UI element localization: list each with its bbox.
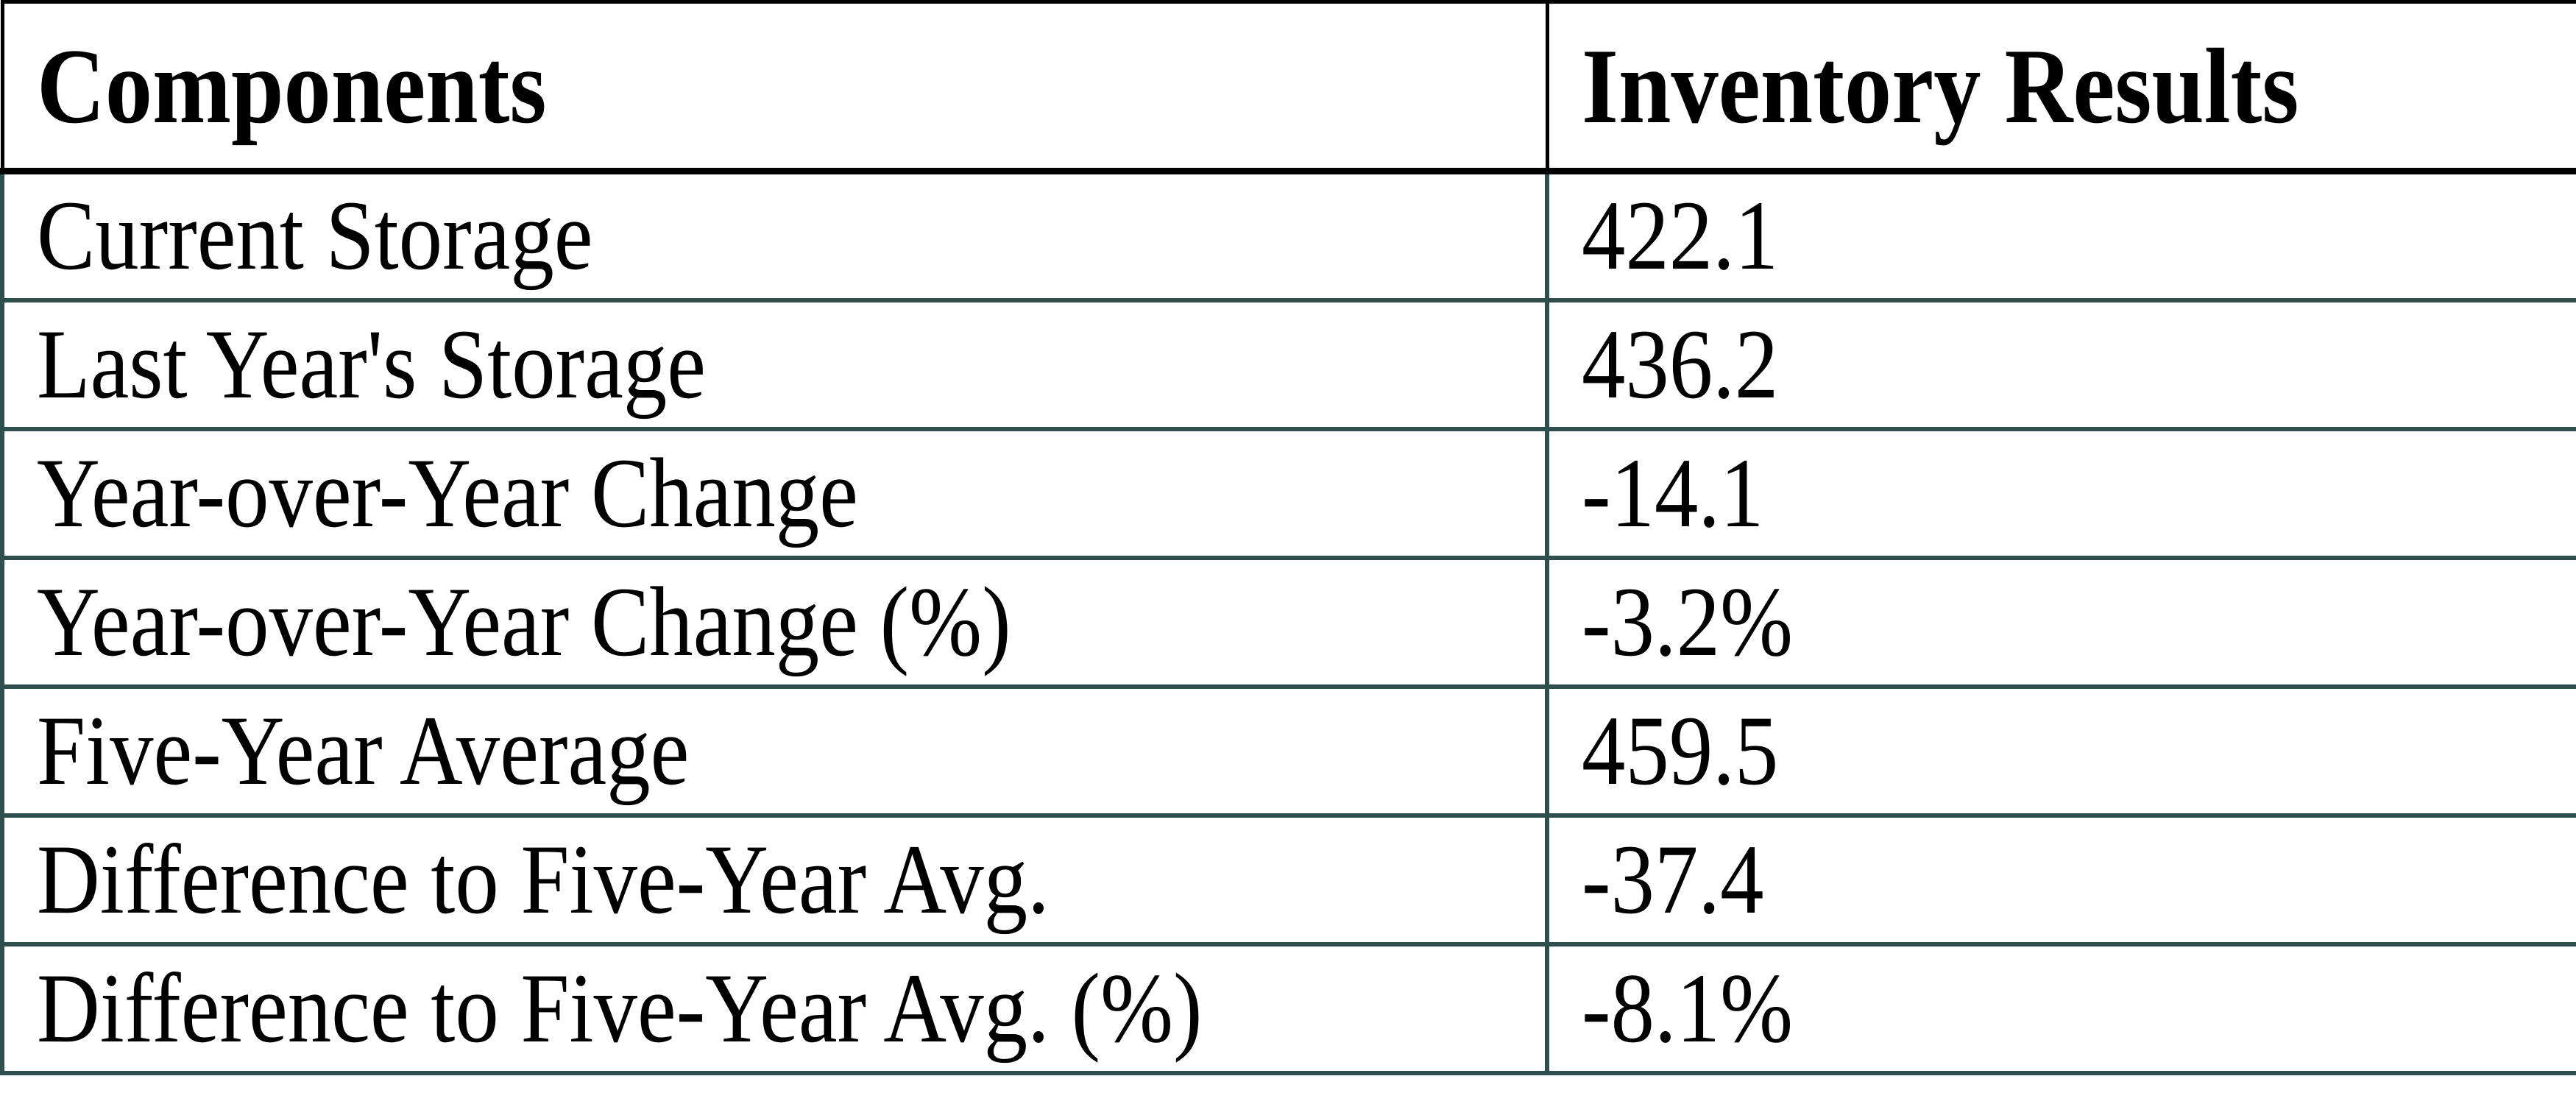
value-cell: 422.1 <box>1545 169 2576 302</box>
component-label: Difference to Five-Year Avg. <box>37 824 1050 935</box>
value-text: -14.1 <box>1582 438 1764 548</box>
component-label: Year-over-Year Change <box>37 438 858 548</box>
component-cell: Difference to Five-Year Avg. <box>0 813 1549 946</box>
value-text: 459.5 <box>1582 696 1779 806</box>
header-row: Components Inventory Results <box>0 0 2576 174</box>
component-cell: Five-Year Average <box>0 684 1549 818</box>
table-row: Current Storage 422.1 <box>0 169 2576 302</box>
value-text: 436.2 <box>1582 309 1779 420</box>
table-row: Year-over-Year Change -14.1 <box>0 426 2576 560</box>
value-cell: -8.1% <box>1545 941 2576 1075</box>
component-label: Five-Year Average <box>37 696 690 806</box>
value-text: 422.1 <box>1582 181 1779 291</box>
value-cell: 459.5 <box>1545 684 2576 818</box>
value-cell: -14.1 <box>1545 426 2576 560</box>
table-row: Year-over-Year Change (%) -3.2% <box>0 555 2576 689</box>
component-cell: Current Storage <box>0 169 1549 302</box>
table-body: Current Storage 422.1 Last Year's Storag… <box>0 169 2576 1075</box>
value-text: -8.1% <box>1582 953 1794 1064</box>
value-cell: -3.2% <box>1545 555 2576 689</box>
header-cell-components: Components <box>0 0 1549 174</box>
table-row: Five-Year Average 459.5 <box>0 684 2576 818</box>
value-cell: -37.4 <box>1545 813 2576 946</box>
component-cell: Last Year's Storage <box>0 297 1549 431</box>
header-components-label: Components <box>36 26 546 146</box>
inventory-results-table: Components Inventory Results Current Sto… <box>0 0 2576 1075</box>
component-label: Year-over-Year Change (%) <box>37 567 1011 677</box>
component-cell: Year-over-Year Change (%) <box>0 555 1549 689</box>
value-text: -3.2% <box>1582 567 1794 677</box>
table-row: Difference to Five-Year Avg. -37.4 <box>0 813 2576 946</box>
table-row: Last Year's Storage 436.2 <box>0 297 2576 431</box>
component-label: Last Year's Storage <box>37 309 706 420</box>
component-label: Current Storage <box>37 181 593 291</box>
component-cell: Difference to Five-Year Avg. (%) <box>0 941 1549 1075</box>
value-cell: 436.2 <box>1545 297 2576 431</box>
table-header: Components Inventory Results <box>0 0 2576 174</box>
value-text: -37.4 <box>1582 824 1764 935</box>
header-cell-inventory-results: Inventory Results <box>1545 0 2576 174</box>
component-label: Difference to Five-Year Avg. (%) <box>37 953 1203 1064</box>
header-inventory-results-label: Inventory Results <box>1581 26 2299 146</box>
table-row: Difference to Five-Year Avg. (%) -8.1% <box>0 941 2576 1075</box>
component-cell: Year-over-Year Change <box>0 426 1549 560</box>
